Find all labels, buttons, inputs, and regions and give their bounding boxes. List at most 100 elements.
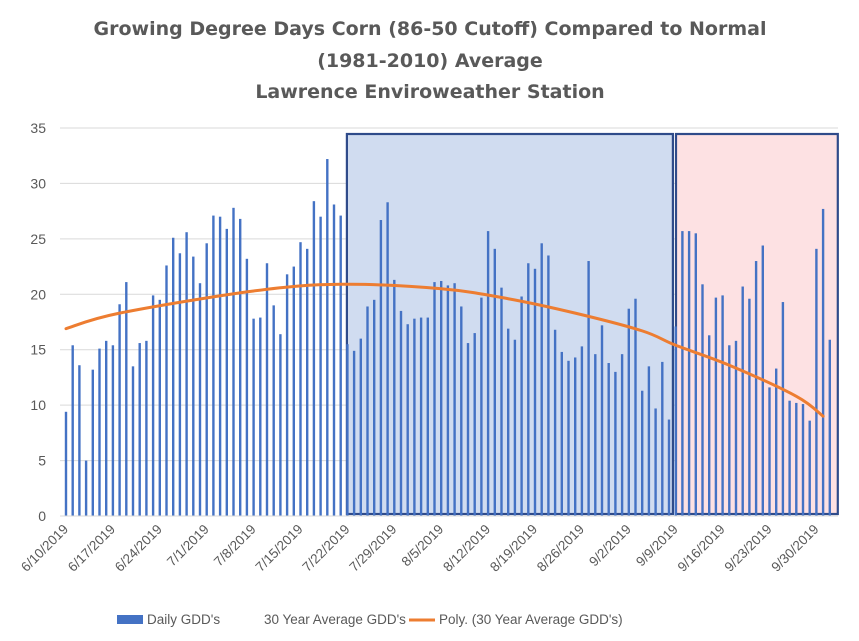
bar — [98, 348, 101, 516]
bar — [754, 261, 758, 516]
bar — [111, 345, 115, 516]
bar — [460, 306, 463, 516]
bar — [768, 387, 771, 516]
bar — [607, 363, 610, 516]
bar — [332, 204, 336, 516]
bar — [520, 296, 523, 516]
trendline — [64, 282, 825, 418]
bar — [306, 248, 309, 516]
y-tick-label: 20 — [30, 286, 46, 302]
y-tick-label: 0 — [38, 508, 46, 524]
bar — [734, 340, 738, 516]
bar — [560, 351, 563, 516]
bar — [808, 420, 811, 516]
y-tick-label: 10 — [30, 397, 46, 413]
bar — [84, 460, 88, 516]
bar — [694, 233, 697, 517]
y-tick-label: 15 — [30, 342, 46, 358]
legend-label-30yr-average: 30 Year Average GDD's — [264, 612, 406, 627]
bar — [399, 310, 403, 516]
bar — [493, 248, 496, 516]
bar — [259, 317, 262, 516]
y-tick-label: 5 — [38, 453, 46, 469]
title-line-1: Growing Degree Days Corn (86-50 Cutoff) … — [94, 18, 767, 40]
bar — [64, 411, 68, 516]
bar — [373, 299, 376, 516]
bar — [627, 308, 630, 516]
bar — [138, 343, 141, 516]
bar — [553, 329, 557, 516]
bar — [359, 338, 362, 516]
bar — [654, 408, 657, 516]
x-tick-label: 7/15/2019 — [253, 522, 306, 575]
x-tick-label: 8/12/2019 — [440, 522, 493, 575]
bar — [507, 328, 510, 516]
bar — [285, 274, 289, 516]
bar — [486, 231, 490, 516]
bar — [91, 369, 94, 516]
bar — [426, 317, 429, 516]
bar — [172, 237, 175, 516]
bar — [620, 354, 624, 516]
bar — [647, 366, 651, 516]
x-tick-label: 9/16/2019 — [675, 522, 728, 575]
bar — [500, 287, 503, 516]
bar — [661, 361, 664, 516]
bar — [185, 232, 188, 516]
bar — [533, 268, 537, 516]
x-tick-label: 9/30/2019 — [768, 522, 821, 575]
bar — [212, 215, 215, 516]
bar — [574, 357, 577, 516]
y-tick-label: 35 — [30, 120, 46, 136]
bar — [252, 318, 255, 516]
bar — [158, 299, 161, 516]
x-tick-label: 7/8/2019 — [211, 522, 259, 570]
legend-label-poly-trend: Poly. (30 Year Average GDD's) — [439, 612, 623, 627]
bar — [178, 253, 182, 517]
title-line-2: (1981-2010) Average — [317, 50, 543, 72]
bar — [828, 339, 831, 516]
bar — [714, 297, 718, 516]
bar — [433, 282, 436, 516]
bar — [151, 295, 155, 516]
bar — [473, 333, 476, 516]
bar — [118, 304, 121, 516]
bar — [587, 261, 590, 516]
bar — [667, 419, 671, 516]
bar — [239, 218, 242, 516]
bar — [594, 354, 597, 516]
bar — [312, 201, 316, 516]
trendline-series — [64, 282, 825, 418]
bar — [299, 242, 302, 516]
bar — [78, 365, 81, 516]
bar — [386, 202, 389, 516]
bar — [540, 243, 543, 516]
bar — [600, 325, 604, 516]
bar — [741, 286, 744, 516]
bar — [795, 402, 798, 516]
bar — [198, 283, 202, 516]
y-axis-ticks: 0 5 10 15 20 25 30 35 — [30, 120, 46, 524]
bar — [419, 317, 423, 516]
bar — [480, 297, 483, 516]
bar — [406, 324, 409, 516]
bar — [105, 340, 108, 516]
x-tick-label: 6/24/2019 — [112, 522, 165, 575]
bar — [513, 339, 517, 516]
x-tick-label: 7/1/2019 — [164, 522, 212, 570]
legend-label-daily-gdd: Daily GDD's — [147, 612, 220, 627]
bar — [634, 298, 637, 516]
bar — [547, 255, 550, 516]
x-tick-label: 6/17/2019 — [65, 522, 118, 575]
bar — [346, 344, 349, 516]
bar — [815, 248, 818, 516]
bar — [721, 295, 724, 516]
bar — [352, 350, 356, 516]
bar — [641, 390, 644, 516]
bar — [225, 228, 228, 516]
x-tick-label: 6/10/2019 — [18, 522, 71, 575]
chart-title: Growing Degree Days Corn (86-50 Cutoff) … — [94, 18, 767, 103]
bar — [165, 265, 168, 516]
bar — [527, 263, 530, 516]
